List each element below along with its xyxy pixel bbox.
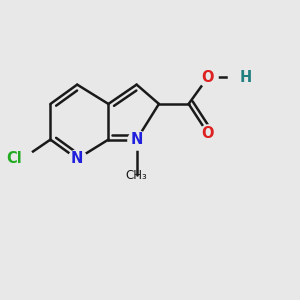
Point (75, 157, 80, 161)
Text: O: O (202, 126, 214, 141)
Point (134, 137, 139, 142)
Text: N: N (71, 152, 83, 166)
Text: Cl: Cl (6, 152, 22, 166)
Point (234, 75, 239, 80)
Text: CH₃: CH₃ (126, 169, 148, 182)
Text: N: N (130, 132, 143, 147)
Point (206, 75, 210, 80)
Point (20, 157, 25, 161)
Text: H: H (239, 70, 251, 85)
Point (206, 131, 210, 136)
Text: O: O (202, 70, 214, 85)
